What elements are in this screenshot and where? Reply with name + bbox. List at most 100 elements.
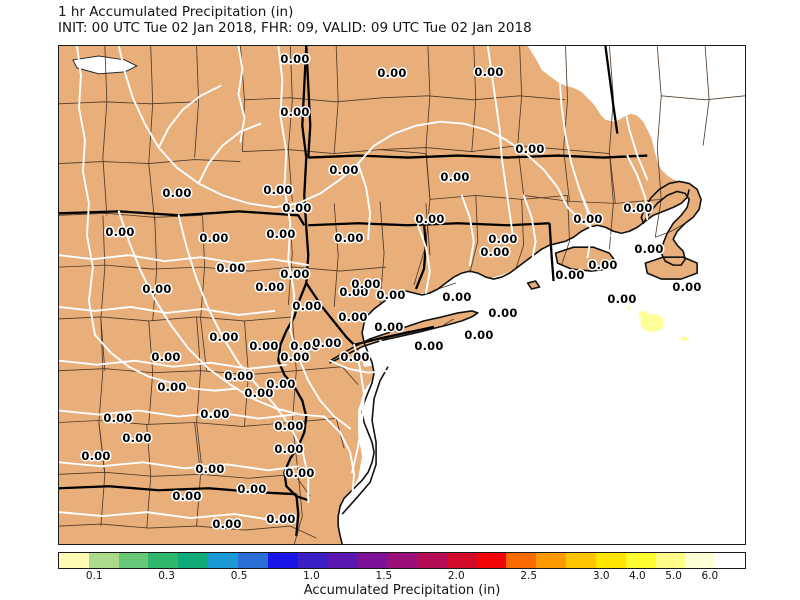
- colorbar-tick: 6.0: [701, 570, 719, 582]
- precip-value-label: 0.00: [291, 298, 323, 315]
- precip-value-label: 0.00: [554, 267, 586, 284]
- precip-value-label: 0.00: [80, 448, 112, 465]
- precip-value-label: 0.00: [248, 338, 280, 355]
- title-metadata: INIT: 00 UTC Tue 02 Jan 2018, FHR: 09, V…: [58, 20, 532, 36]
- precip-value-label: 0.00: [150, 349, 182, 366]
- precip-value-label: 0.00: [141, 281, 173, 298]
- colorbar-segment: [297, 553, 328, 568]
- precip-value-label: 0.00: [572, 211, 604, 228]
- colorbar-tick: 4.0: [629, 570, 646, 582]
- precip-value-label: 0.00: [373, 319, 405, 336]
- colorbar-segment: [685, 553, 716, 568]
- precip-value-label: 0.00: [487, 305, 519, 322]
- precip-value-label: 0.00: [622, 200, 654, 217]
- precip-value-label: 0.00: [265, 226, 297, 243]
- precip-value-label: 0.00: [289, 338, 321, 355]
- precip-value-label: 0.00: [281, 200, 313, 217]
- colorbar-segment: [446, 553, 477, 568]
- precip-value-label: 0.00: [587, 257, 619, 274]
- colorbar-segment: [148, 553, 179, 568]
- title-primary: 1 hr Accumulated Precipitation (in): [58, 4, 294, 20]
- colorbar-segment: [566, 553, 596, 568]
- colorbar-tick: 0.1: [85, 570, 103, 582]
- precip-value-label: 0.00: [215, 260, 247, 277]
- colorbar-segment: [625, 553, 656, 568]
- precip-value-label: 0.00: [439, 169, 471, 186]
- precip-value-label: 0.00: [328, 162, 360, 179]
- precip-value-label: 0.00: [514, 141, 546, 158]
- landmass-fill: [59, 46, 690, 544]
- precip-value-label: 0.00: [121, 430, 153, 447]
- precip-value-label: 0.00: [102, 410, 134, 427]
- precip-value-label: 0.00: [413, 338, 445, 355]
- precip-value-label: 0.00: [441, 289, 473, 306]
- colorbar-segment: [715, 553, 745, 568]
- precip-value-label: 0.00: [265, 376, 297, 393]
- colorbar-segment: [178, 553, 209, 568]
- precip-value-label: 0.00: [337, 309, 369, 326]
- map-plot-area[interactable]: 0.00 0.00 0.00 0.00 0.00 0.00 0.00 0.00 0.00 0.00…: [58, 45, 746, 545]
- precip-value-label: 0.00: [279, 104, 311, 121]
- colorbar-tick-labels: 0.1 0.3 0.5 1.0 1.5 2.0 2.5 3.0 4.0 5.0 6.0: [58, 570, 746, 584]
- colorbar-axis-label: Accumulated Precipitation (in): [303, 583, 501, 598]
- colorbar-segment: [416, 553, 447, 568]
- colorbar-segment: [506, 553, 537, 568]
- colorbar-segment: [655, 553, 686, 568]
- precip-value-label: 0.00: [479, 244, 511, 261]
- colorbar-tick: 3.0: [592, 570, 610, 582]
- precip-value-label: 0.00: [243, 385, 275, 402]
- precip-value-label: 0.00: [198, 230, 230, 247]
- colorbar[interactable]: [58, 552, 746, 569]
- colorbar-segment: [208, 553, 238, 568]
- colorbar-tick: 0.5: [230, 570, 248, 582]
- precip-value-label: 0.00: [199, 406, 231, 423]
- colorbar-segment: [237, 553, 268, 568]
- precip-value-label: 0.00: [350, 276, 382, 293]
- precip-value-label: 0.00: [273, 441, 305, 458]
- colorbar-segment: [357, 553, 388, 568]
- precip-value-label: 0.00: [279, 349, 311, 366]
- precip-cell-ocean: [627, 306, 688, 341]
- precip-value-label: 0.00: [262, 182, 294, 199]
- precip-value-label: 0.00: [633, 241, 665, 258]
- precip-value-label: 0.00: [671, 279, 703, 296]
- coastline: [329, 180, 702, 544]
- precip-value-label: 0.00: [161, 185, 193, 202]
- colorbar-segment: [118, 553, 149, 568]
- precip-value-label: 0.00: [208, 329, 240, 346]
- precip-value-label: 0.00: [375, 287, 407, 304]
- colorbar-tick: 1.5: [375, 570, 393, 582]
- colorbar-tick: 2.5: [520, 570, 538, 582]
- colorbar-segment: [536, 553, 567, 568]
- precip-value-label: 0.00: [606, 291, 638, 308]
- rivers-highways: [59, 46, 649, 522]
- nantucket: [645, 257, 698, 280]
- colorbar-tick: 5.0: [665, 570, 682, 582]
- marthas-vineyard: [555, 247, 616, 272]
- precip-value-label: 0.00: [254, 279, 286, 296]
- colorbar-tick: 1.0: [303, 570, 320, 582]
- precip-value-label: 0.00: [487, 231, 519, 248]
- colorbar-segment: [327, 553, 358, 568]
- colorbar-segment: [267, 553, 298, 568]
- precip-value-label: 0.00: [414, 211, 446, 228]
- colorbar-tick: 0.3: [158, 570, 175, 582]
- precip-value-label: 0.00: [311, 335, 343, 352]
- precip-value-label: 0.00: [279, 266, 311, 283]
- precip-value-label: 0.00: [284, 465, 316, 482]
- precip-value-label: 0.00: [265, 511, 297, 528]
- precip-value-label: 0.00: [236, 481, 268, 498]
- precip-value-label: 0.00: [376, 65, 408, 82]
- colorbar-segment: [387, 553, 417, 568]
- precip-value-label: 0.00: [194, 461, 226, 478]
- precip-value-label: 0.00: [473, 64, 505, 81]
- precip-value-label: 0.00: [273, 418, 305, 435]
- precip-value-label: 0.00: [223, 368, 255, 385]
- precip-value-label: 0.00: [338, 284, 370, 301]
- precip-value-label: 0.00: [279, 51, 311, 68]
- colorbar-tick: 2.0: [447, 570, 465, 582]
- colorbar-segment: [595, 553, 626, 568]
- map-geography: [59, 46, 745, 544]
- colorbar-segment: [88, 553, 119, 568]
- precip-value-label: 0.00: [156, 379, 188, 396]
